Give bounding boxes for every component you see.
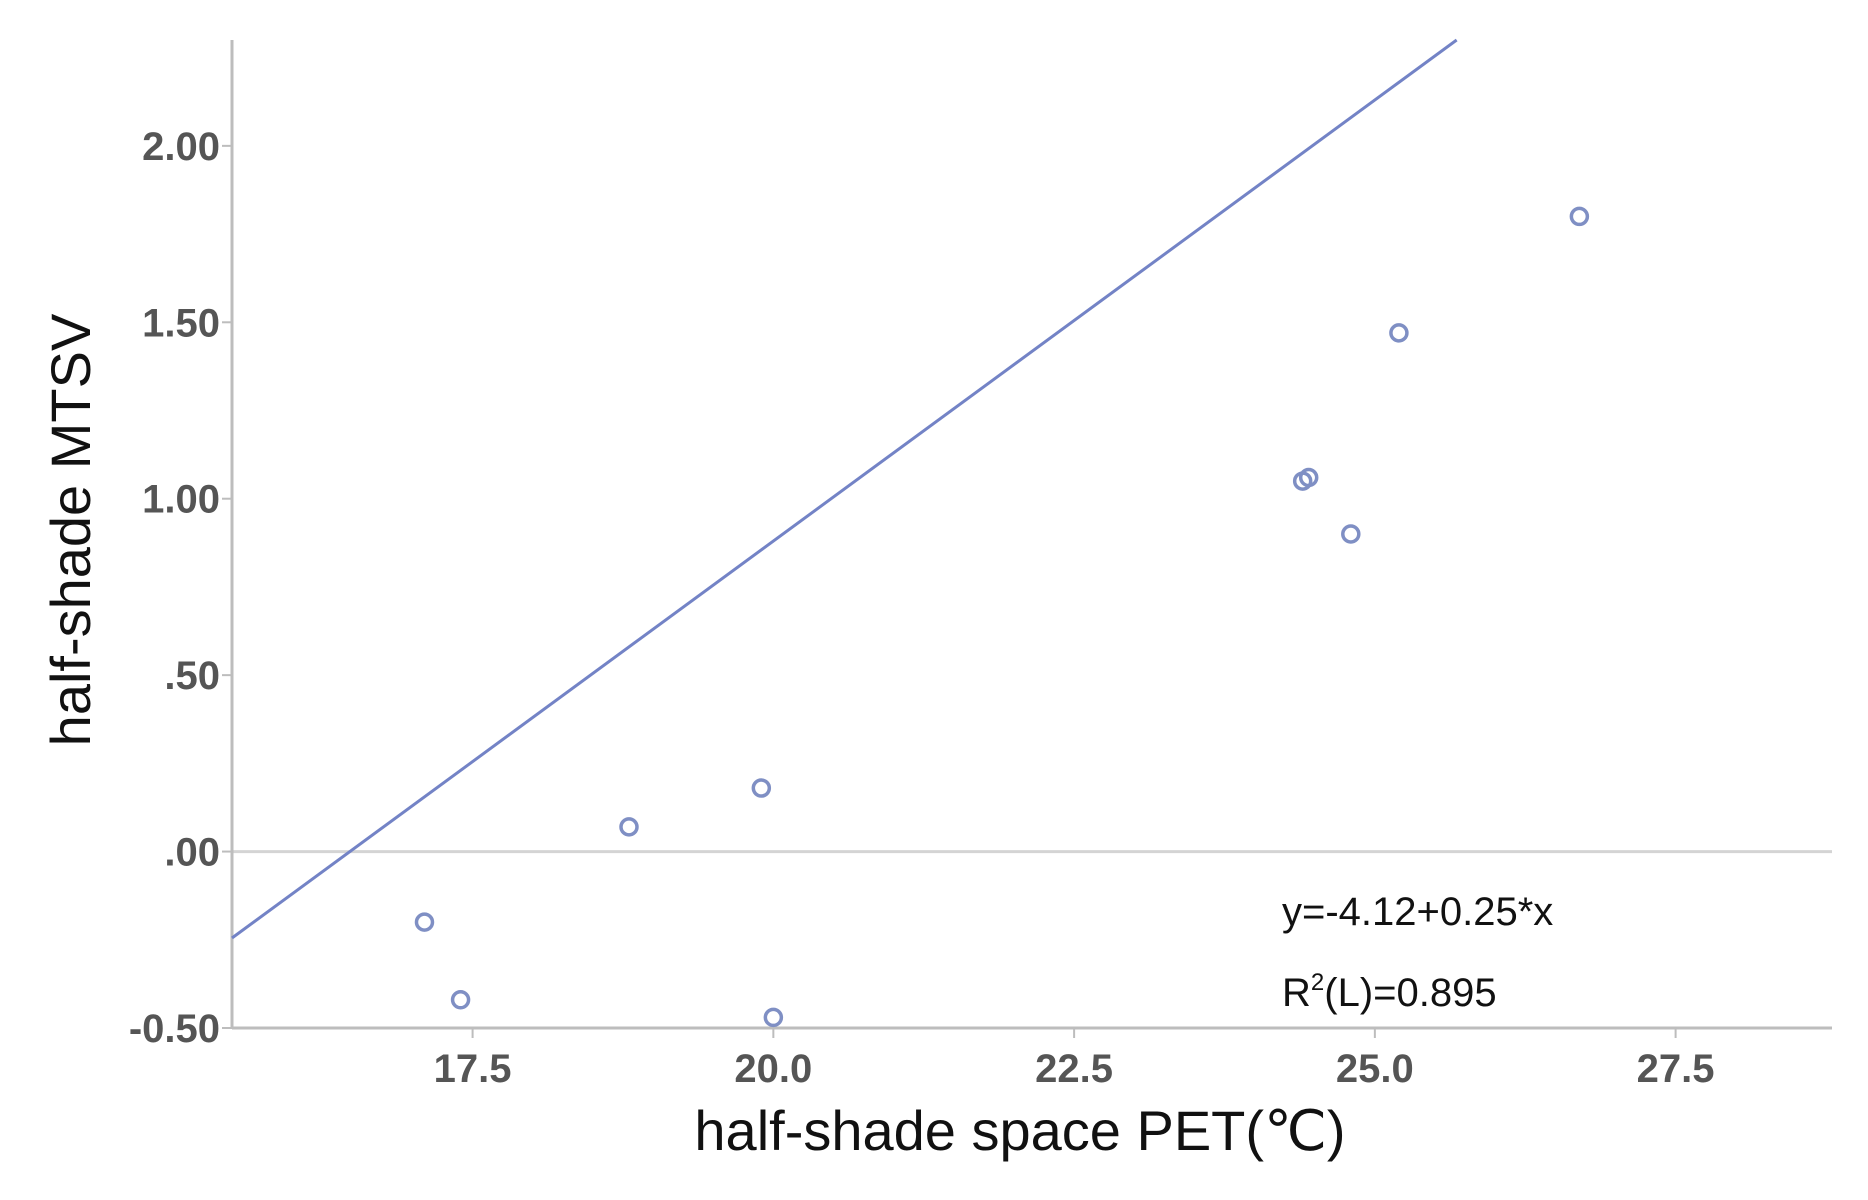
data-point: [414, 912, 435, 932]
regression-equation: y=-4.12+0.25*x: [1282, 890, 1553, 934]
data-point: [619, 817, 639, 837]
x-axis-label: half-shade space PET(℃): [694, 1099, 1345, 1162]
y-tick-label: .00: [164, 831, 220, 875]
r-squared-prefix: R: [1282, 971, 1311, 1015]
r-squared-suffix: (L)=0.895: [1324, 971, 1496, 1015]
y-tick-label: 2.00: [142, 125, 220, 169]
y-tick-label: 1.50: [142, 301, 220, 345]
points-group: [414, 206, 1590, 1028]
ticks-group: -0.50 .00 .50 1.00 1.50 2.00 17.5 20.0 22.5 25.0 2…: [129, 125, 1715, 1091]
y-tick-label: -0.50: [129, 1007, 220, 1051]
data-point: [1341, 524, 1361, 544]
x-tick-label: 20.0: [734, 1047, 812, 1091]
x-tick-label: 22.5: [1035, 1047, 1113, 1091]
r-squared-annotation: R2(L)=0.895: [1282, 969, 1497, 1015]
y-tick-label: 1.00: [142, 478, 220, 522]
data-point: [763, 1007, 784, 1028]
data-point: [1569, 206, 1590, 227]
x-tick-label: 27.5: [1637, 1047, 1715, 1091]
data-point: [1389, 323, 1409, 343]
y-axis-label: half-shade MTSV: [39, 313, 102, 746]
r-squared-superscript: 2: [1311, 969, 1324, 996]
axes-group: [230, 40, 1832, 1030]
data-point: [1298, 467, 1319, 488]
fit-line-group: [231, 38, 1458, 940]
data-point: [450, 990, 471, 1010]
regression-line: [231, 38, 1458, 940]
x-tick-label: 17.5: [434, 1047, 512, 1091]
y-tick-label: .50: [164, 654, 220, 698]
data-point: [751, 778, 772, 798]
x-tick-label: 25.0: [1336, 1047, 1414, 1091]
